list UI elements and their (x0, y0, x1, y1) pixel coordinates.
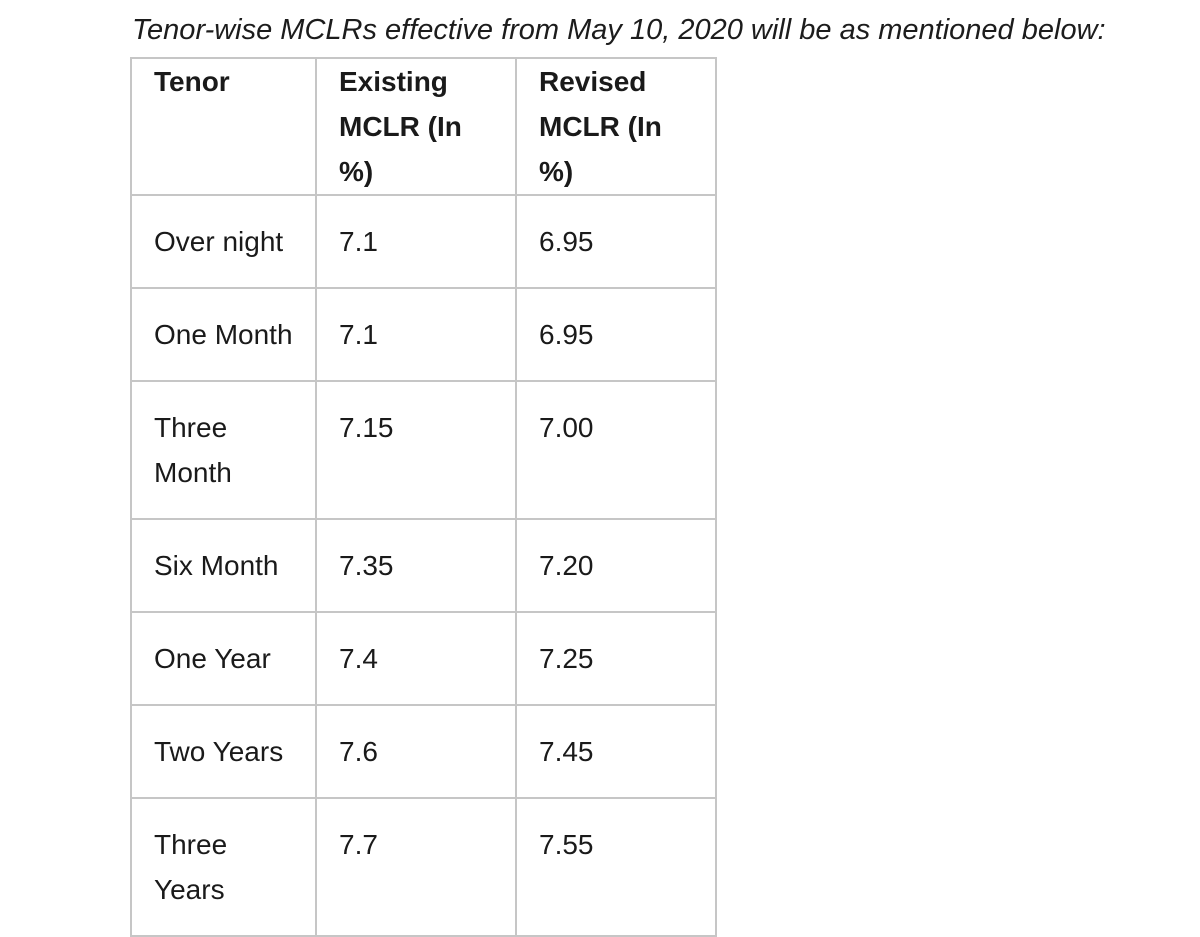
revised-cell: 6.95 (515, 194, 717, 289)
table-caption: Tenor-wise MCLRs effective from May 10, … (132, 14, 1106, 46)
existing-cell: 7.1 (315, 194, 517, 289)
revised-cell: 7.55 (515, 797, 717, 937)
revised-cell: 7.45 (515, 704, 717, 799)
revised-cell: 7.00 (515, 380, 717, 520)
table-row: Two Years 7.6 7.45 (130, 704, 717, 799)
tenor-cell: One Year (130, 611, 317, 706)
existing-cell: 7.4 (315, 611, 517, 706)
existing-cell: 7.35 (315, 518, 517, 613)
existing-cell: 7.6 (315, 704, 517, 799)
tenor-cell: Over night (130, 194, 317, 289)
tenor-cell: One Month (130, 287, 317, 382)
column-header-revised: Revised MCLR (In %) (515, 57, 717, 196)
revised-cell: 7.20 (515, 518, 717, 613)
table-row: Six Month 7.35 7.20 (130, 518, 717, 613)
column-header-tenor: Tenor (130, 57, 317, 196)
table-row: Three Month 7.15 7.00 (130, 380, 717, 520)
tenor-cell: Three Years (130, 797, 317, 937)
table-row: One Month 7.1 6.95 (130, 287, 717, 382)
existing-cell: 7.7 (315, 797, 517, 937)
tenor-cell: Six Month (130, 518, 317, 613)
revised-cell: 6.95 (515, 287, 717, 382)
existing-cell: 7.15 (315, 380, 517, 520)
table-row: Three Years 7.7 7.55 (130, 797, 717, 937)
revised-cell: 7.25 (515, 611, 717, 706)
table-row: Over night 7.1 6.95 (130, 194, 717, 289)
mclr-rates-table: Tenor Existing MCLR (In %) Revised MCLR … (130, 57, 717, 937)
tenor-cell: Three Month (130, 380, 317, 520)
table-header-row: Tenor Existing MCLR (In %) Revised MCLR … (130, 57, 717, 196)
column-header-existing: Existing MCLR (In %) (315, 57, 517, 196)
article-table-figure: Tenor-wise MCLRs effective from May 10, … (130, 0, 1106, 937)
tenor-cell: Two Years (130, 704, 317, 799)
existing-cell: 7.1 (315, 287, 517, 382)
table-row: One Year 7.4 7.25 (130, 611, 717, 706)
